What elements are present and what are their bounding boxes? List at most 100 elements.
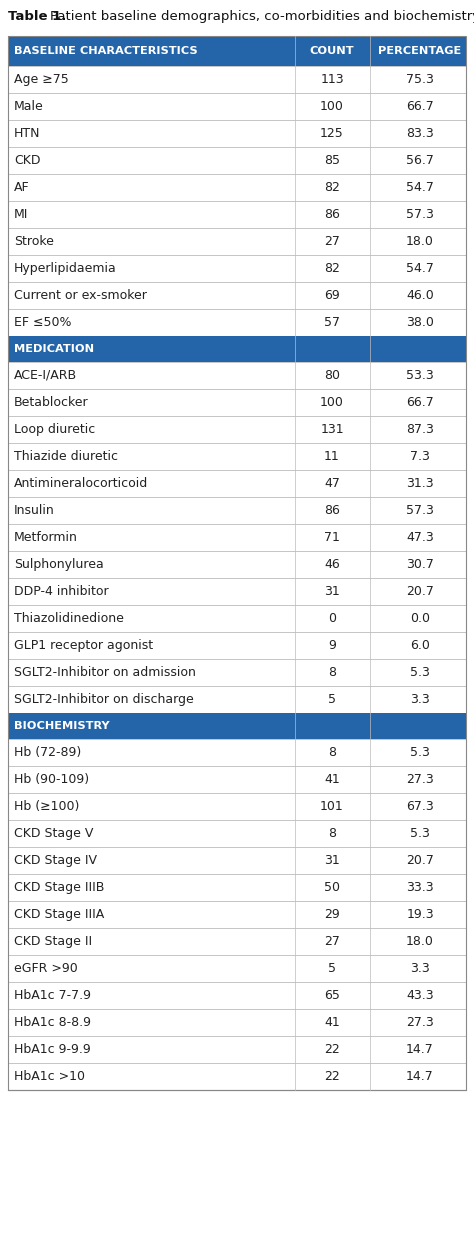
Text: 7.3: 7.3 bbox=[410, 450, 430, 463]
Text: 101: 101 bbox=[320, 800, 344, 813]
Text: Table 1.: Table 1. bbox=[8, 10, 66, 23]
Bar bbox=[8, 255, 466, 282]
Text: 0: 0 bbox=[328, 611, 336, 625]
Text: HTN: HTN bbox=[14, 127, 40, 140]
Text: 131: 131 bbox=[320, 423, 344, 437]
Text: 29: 29 bbox=[324, 908, 340, 921]
Text: CKD Stage II: CKD Stage II bbox=[14, 935, 92, 949]
Text: 5.3: 5.3 bbox=[410, 746, 430, 759]
Text: 100: 100 bbox=[320, 99, 344, 113]
Bar bbox=[8, 389, 466, 416]
Bar bbox=[8, 901, 466, 928]
Text: 31.3: 31.3 bbox=[406, 477, 434, 491]
Text: HbA1c 8-8.9: HbA1c 8-8.9 bbox=[14, 1016, 91, 1029]
Text: CKD: CKD bbox=[14, 153, 40, 167]
Text: 19.3: 19.3 bbox=[406, 908, 434, 921]
Text: 14.7: 14.7 bbox=[406, 1043, 434, 1055]
Bar bbox=[8, 874, 466, 901]
Bar bbox=[8, 36, 466, 1089]
Text: MI: MI bbox=[14, 208, 28, 221]
Bar bbox=[8, 228, 466, 255]
Text: 69: 69 bbox=[324, 289, 340, 302]
Text: Thiazide diuretic: Thiazide diuretic bbox=[14, 450, 118, 463]
Text: 54.7: 54.7 bbox=[406, 181, 434, 194]
Bar bbox=[8, 955, 466, 982]
Text: 0.0: 0.0 bbox=[410, 611, 430, 625]
Bar bbox=[8, 362, 466, 389]
Text: 85: 85 bbox=[324, 153, 340, 167]
Text: 56.7: 56.7 bbox=[406, 153, 434, 167]
Text: 5: 5 bbox=[328, 962, 336, 975]
Bar bbox=[8, 793, 466, 820]
Text: 57: 57 bbox=[324, 316, 340, 330]
Bar bbox=[8, 443, 466, 470]
Text: 22: 22 bbox=[324, 1043, 340, 1055]
Text: 75.3: 75.3 bbox=[406, 73, 434, 86]
Text: 41: 41 bbox=[324, 772, 340, 786]
Text: Hb (90-109): Hb (90-109) bbox=[14, 772, 89, 786]
Text: eGFR >90: eGFR >90 bbox=[14, 962, 78, 975]
Text: 20.7: 20.7 bbox=[406, 585, 434, 598]
Text: 31: 31 bbox=[324, 854, 340, 867]
Text: 66.7: 66.7 bbox=[406, 99, 434, 113]
Bar bbox=[8, 982, 466, 1009]
Text: HbA1c 9-9.9: HbA1c 9-9.9 bbox=[14, 1043, 91, 1055]
Text: PERCENTAGE: PERCENTAGE bbox=[378, 47, 462, 57]
Text: CKD Stage IV: CKD Stage IV bbox=[14, 854, 97, 867]
Bar bbox=[8, 282, 466, 309]
Text: 27.3: 27.3 bbox=[406, 1016, 434, 1029]
Text: DDP-4 inhibitor: DDP-4 inhibitor bbox=[14, 585, 109, 598]
Bar bbox=[8, 738, 466, 766]
Text: CKD Stage IIIA: CKD Stage IIIA bbox=[14, 908, 104, 921]
Text: CKD Stage V: CKD Stage V bbox=[14, 827, 93, 840]
Text: 8: 8 bbox=[328, 746, 336, 759]
Text: 83.3: 83.3 bbox=[406, 127, 434, 140]
Text: Loop diuretic: Loop diuretic bbox=[14, 423, 95, 437]
Text: SGLT2-Inhibitor on admission: SGLT2-Inhibitor on admission bbox=[14, 665, 196, 679]
Text: Insulin: Insulin bbox=[14, 504, 55, 517]
Text: Thiazolidinedione: Thiazolidinedione bbox=[14, 611, 124, 625]
Text: Hb (72-89): Hb (72-89) bbox=[14, 746, 81, 759]
Bar bbox=[8, 847, 466, 874]
Bar bbox=[8, 551, 466, 577]
Text: 18.0: 18.0 bbox=[406, 235, 434, 248]
Bar bbox=[8, 201, 466, 228]
Text: 86: 86 bbox=[324, 504, 340, 517]
Text: COUNT: COUNT bbox=[310, 47, 354, 57]
Bar bbox=[8, 309, 466, 336]
Text: 57.3: 57.3 bbox=[406, 208, 434, 221]
Text: 82: 82 bbox=[324, 262, 340, 276]
Text: 57.3: 57.3 bbox=[406, 504, 434, 517]
Text: 46: 46 bbox=[324, 559, 340, 571]
Bar bbox=[8, 659, 466, 686]
Text: Patient baseline demographics, co-morbidities and biochemistry.: Patient baseline demographics, co-morbid… bbox=[50, 10, 474, 23]
Text: CKD Stage IIIB: CKD Stage IIIB bbox=[14, 881, 104, 894]
Bar bbox=[8, 416, 466, 443]
Text: 3.3: 3.3 bbox=[410, 693, 430, 706]
Text: 33.3: 33.3 bbox=[406, 881, 434, 894]
Text: 30.7: 30.7 bbox=[406, 559, 434, 571]
Bar bbox=[8, 120, 466, 147]
Text: 8: 8 bbox=[328, 827, 336, 840]
Bar bbox=[8, 820, 466, 847]
Bar bbox=[8, 632, 466, 659]
Text: 47: 47 bbox=[324, 477, 340, 491]
Bar bbox=[8, 497, 466, 525]
Text: 22: 22 bbox=[324, 1071, 340, 1083]
Bar bbox=[8, 336, 466, 362]
Text: MEDICATION: MEDICATION bbox=[14, 343, 94, 353]
Text: Hyperlipidaemia: Hyperlipidaemia bbox=[14, 262, 117, 276]
Text: EF ≤50%: EF ≤50% bbox=[14, 316, 72, 330]
Text: BASELINE CHARACTERISTICS: BASELINE CHARACTERISTICS bbox=[14, 47, 198, 57]
Bar bbox=[8, 605, 466, 632]
Bar bbox=[8, 577, 466, 605]
Text: Metformin: Metformin bbox=[14, 531, 78, 543]
Bar bbox=[8, 174, 466, 201]
Bar bbox=[8, 470, 466, 497]
Text: Current or ex-smoker: Current or ex-smoker bbox=[14, 289, 147, 302]
Text: 5: 5 bbox=[328, 693, 336, 706]
Bar bbox=[8, 93, 466, 120]
Text: 38.0: 38.0 bbox=[406, 316, 434, 330]
Text: HbA1c >10: HbA1c >10 bbox=[14, 1071, 85, 1083]
Text: 66.7: 66.7 bbox=[406, 396, 434, 409]
